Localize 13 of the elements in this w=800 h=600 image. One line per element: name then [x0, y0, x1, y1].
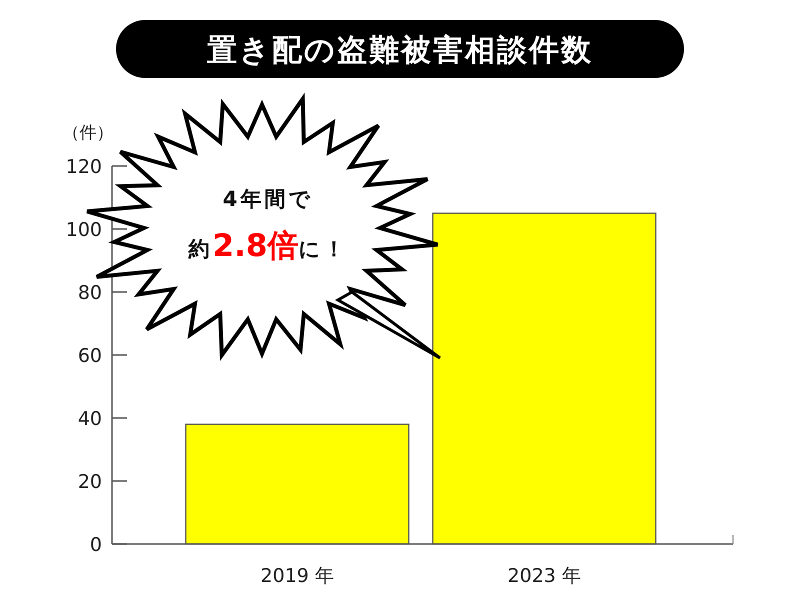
- y-axis-title: （件）: [62, 123, 114, 143]
- y-tick-label: 120: [66, 156, 102, 178]
- y-tick-label: 20: [78, 471, 102, 493]
- x-tick-label: 2019 年: [260, 565, 334, 587]
- y-tick-label: 0: [90, 534, 102, 556]
- y-tick-label: 100: [66, 219, 102, 241]
- y-tick-label: 40: [78, 408, 102, 430]
- y-tick-label: 60: [78, 345, 102, 367]
- x-tick-label: 2023 年: [508, 565, 581, 587]
- annotation: 4年間で: [222, 187, 314, 211]
- chart-title: 置き配の盗難被害相談件数: [207, 33, 593, 68]
- title: 置き配の盗難被害相談件数: [116, 20, 684, 78]
- y-tick-label: 80: [78, 282, 102, 304]
